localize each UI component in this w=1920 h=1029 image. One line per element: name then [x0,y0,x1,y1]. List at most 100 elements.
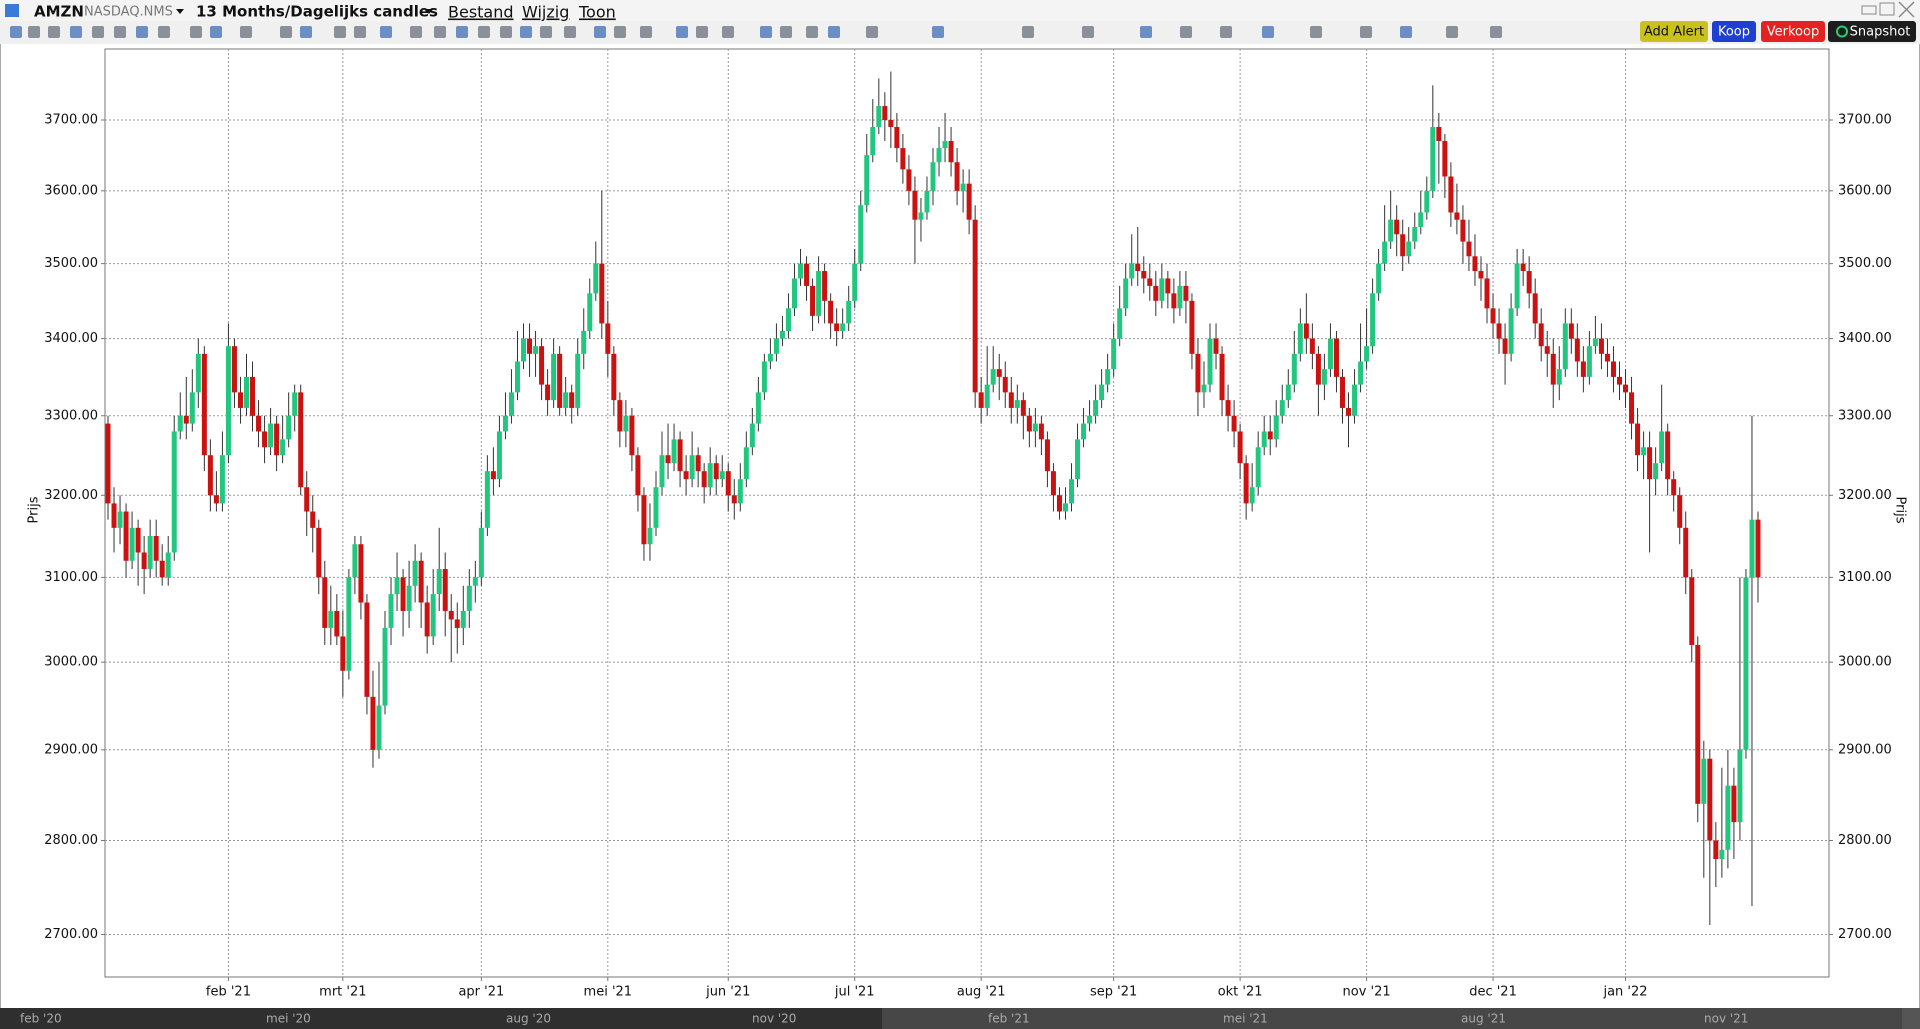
toolbar-icon[interactable] [114,26,126,38]
candle-body [1653,463,1659,480]
candle-body [1604,353,1610,362]
toolbar-icon[interactable] [1022,26,1034,38]
candle-body [924,190,930,213]
button-label[interactable]: Snapshot [1850,25,1911,40]
toolbar-icon[interactable] [300,26,312,38]
dropdown-arrow[interactable] [176,9,184,14]
toolbar-icon[interactable] [1490,26,1502,38]
candle-body [918,212,924,220]
candle-body [1568,323,1574,339]
toolbar-icon[interactable] [500,26,512,38]
close[interactable] [1898,1,1915,18]
toolbar-icon[interactable] [410,26,422,38]
toolbar-icon[interactable] [722,26,734,38]
candle-body [828,300,834,324]
candle-body [1050,471,1056,496]
toolbar-icon[interactable] [240,26,252,38]
toolbar-icon[interactable] [1400,26,1412,38]
button[interactable] [1640,21,1708,42]
toolbar-icon[interactable] [136,26,148,38]
button-label[interactable]: Verkoop [1767,25,1819,40]
button-label[interactable]: Koop [1718,25,1750,40]
toolbar-icon[interactable] [614,26,626,38]
toolbar-icon[interactable] [932,26,944,38]
toolbar-icon[interactable] [760,26,772,38]
toolbar-icon[interactable] [640,26,652,38]
toolbar-icon[interactable] [520,26,532,38]
menu-item[interactable]: Wijzig [522,3,569,22]
symbol[interactable]: AMZN [34,3,84,21]
toolbar-icon[interactable] [1140,26,1152,38]
toolbar-icon[interactable] [92,26,104,38]
period[interactable]: 13 Months/Dagelijks candles [196,3,438,21]
menu-bar [0,0,1920,21]
exchange[interactable]: NASDAQ.NMS [84,5,173,20]
toolbar-icon[interactable] [806,26,818,38]
toolbar-icon[interactable] [354,26,366,38]
toolbar-icon[interactable] [1262,26,1274,38]
toolbar-icon[interactable] [10,26,22,38]
toolbar-icon[interactable] [334,26,346,38]
button-label[interactable]: Add Alert [1644,25,1704,40]
button[interactable] [1761,21,1825,42]
toolbar-icon[interactable] [594,26,606,38]
candle-body [1502,338,1508,354]
candle-body [623,415,629,432]
toolbar-icon[interactable] [28,26,40,38]
toolbar-icon[interactable] [676,26,688,38]
candle-body [123,511,129,561]
toolbar-icon[interactable] [456,26,468,38]
toolbar-icon[interactable] [780,26,792,38]
candle-body [1147,278,1153,286]
minimize[interactable] [1861,5,1877,15]
toolbar-icon[interactable] [190,26,202,38]
candle-body [1400,234,1406,257]
toolbar-icon[interactable] [564,26,576,38]
toolbar-icon[interactable] [48,26,60,38]
y-tick-label: 2800.00 [44,833,98,848]
toolbar-icon[interactable] [1446,26,1458,38]
toolbar-icon[interactable] [70,26,82,38]
candle-body [1737,749,1743,823]
toolbar-icon[interactable] [434,26,446,38]
navigator-label: feb '20 [20,1012,62,1026]
candle-body [611,353,617,401]
toolbar-icon[interactable] [158,26,170,38]
menu-item[interactable]: Bestand [448,3,514,22]
candle-body [1376,263,1382,294]
navigator-label: aug '21 [1461,1012,1506,1026]
toolbar-icon[interactable] [1360,26,1372,38]
navigator-scroll[interactable] [1902,1008,1920,1029]
candle-body [1472,256,1478,272]
toolbar-icon[interactable] [696,26,708,38]
toolbar-icon[interactable] [478,26,490,38]
toolbar-icon[interactable] [280,26,292,38]
candle-body [1069,479,1075,504]
dropdown-arrow[interactable] [425,9,433,14]
toolbar-icon[interactable] [1082,26,1094,38]
window-controls [1861,1,1915,18]
candle-body [1099,384,1105,401]
y-tick-label: 2700.00 [44,927,98,942]
y-tick-label: 2900.00 [1838,742,1892,757]
candle-body [1141,271,1147,279]
candle-body [364,602,370,697]
toolbar-icon[interactable] [540,26,552,38]
toolbar-icon[interactable] [380,26,392,38]
toolbar-icon[interactable] [1310,26,1322,38]
candle-body [262,431,268,448]
toolbar-icon[interactable] [828,26,840,38]
toolbar-icon[interactable] [210,26,222,38]
candle-body [1014,400,1020,408]
y-tick-label: 3200.00 [1838,488,1892,503]
navigator-window[interactable] [882,1008,1902,1029]
toolbar-icon[interactable] [1220,26,1232,38]
candle-body [1159,278,1165,301]
button[interactable] [1828,21,1916,42]
candle-body [418,560,424,603]
menu-item[interactable]: Toon [578,3,616,22]
button[interactable] [1712,21,1756,42]
maximize[interactable] [1879,2,1895,16]
toolbar-icon[interactable] [1180,26,1192,38]
toolbar-icon[interactable] [866,26,878,38]
